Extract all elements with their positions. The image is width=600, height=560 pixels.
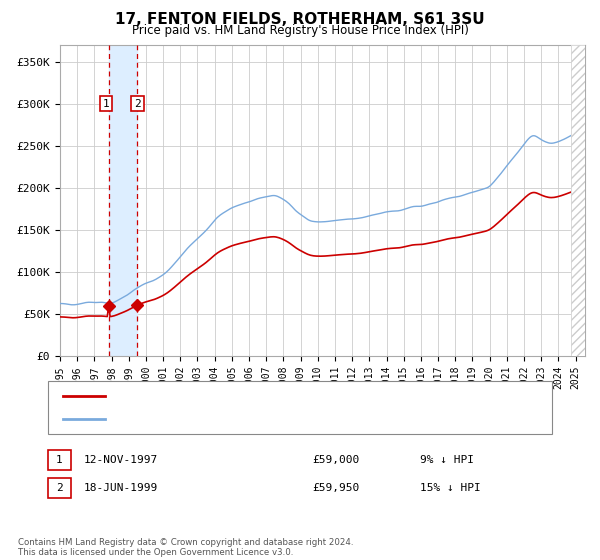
- Text: Price paid vs. HM Land Registry's House Price Index (HPI): Price paid vs. HM Land Registry's House …: [131, 24, 469, 36]
- Text: 2: 2: [134, 99, 141, 109]
- Text: 2: 2: [56, 483, 63, 493]
- Text: 1: 1: [103, 99, 110, 109]
- Text: 9% ↓ HPI: 9% ↓ HPI: [420, 455, 474, 465]
- Text: 17, FENTON FIELDS, ROTHERHAM, S61 3SU (detached house): 17, FENTON FIELDS, ROTHERHAM, S61 3SU (d…: [111, 391, 449, 401]
- Text: HPI: Average price, detached house, Rotherham: HPI: Average price, detached house, Roth…: [111, 414, 392, 424]
- Text: 18-JUN-1999: 18-JUN-1999: [84, 483, 158, 493]
- Bar: [109, 45, 137, 356]
- Text: 17, FENTON FIELDS, ROTHERHAM, S61 3SU: 17, FENTON FIELDS, ROTHERHAM, S61 3SU: [115, 12, 485, 27]
- Text: £59,000: £59,000: [312, 455, 359, 465]
- Text: 1: 1: [56, 455, 63, 465]
- Text: 15% ↓ HPI: 15% ↓ HPI: [420, 483, 481, 493]
- Text: 12-NOV-1997: 12-NOV-1997: [84, 455, 158, 465]
- Text: Contains HM Land Registry data © Crown copyright and database right 2024.
This d: Contains HM Land Registry data © Crown c…: [18, 538, 353, 557]
- Text: £59,950: £59,950: [312, 483, 359, 493]
